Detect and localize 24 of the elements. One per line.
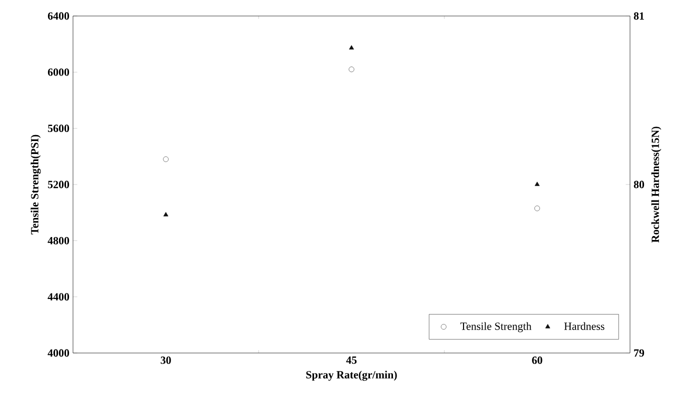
point (163, 212, 168, 216)
point (349, 45, 354, 50)
y-tick-label: 4800 (48, 236, 70, 244)
y-tick-label: 5600 (48, 124, 70, 132)
y2-tick-label: 80 (634, 180, 644, 188)
y-tick-label: 4400 (48, 293, 70, 301)
x-tick-label: 45 (346, 356, 357, 364)
point (348, 66, 354, 72)
point (163, 156, 169, 162)
x-tick-label: 60 (532, 356, 542, 364)
point (534, 206, 540, 212)
x-axis-title: Spray Rate(gr/min) (306, 370, 397, 381)
y-axis-title: Tensile Strength(PSI) (30, 134, 41, 234)
y-tick-label: 6000 (48, 68, 70, 76)
y-tick-label: 4000 (48, 349, 70, 357)
y-tick-label: 6400 (48, 12, 70, 20)
x-tick-label: 30 (160, 356, 171, 364)
legend-label: Hardness (564, 322, 604, 330)
y2-tick-label: 81 (634, 12, 644, 20)
y2-tick-label: 79 (634, 349, 644, 357)
y-tick-label: 5200 (48, 180, 70, 188)
y2-axis-title: Rockwell Hardness(15N) (651, 126, 662, 243)
legend-label: Tensile Strength (460, 322, 532, 332)
point (534, 182, 540, 186)
